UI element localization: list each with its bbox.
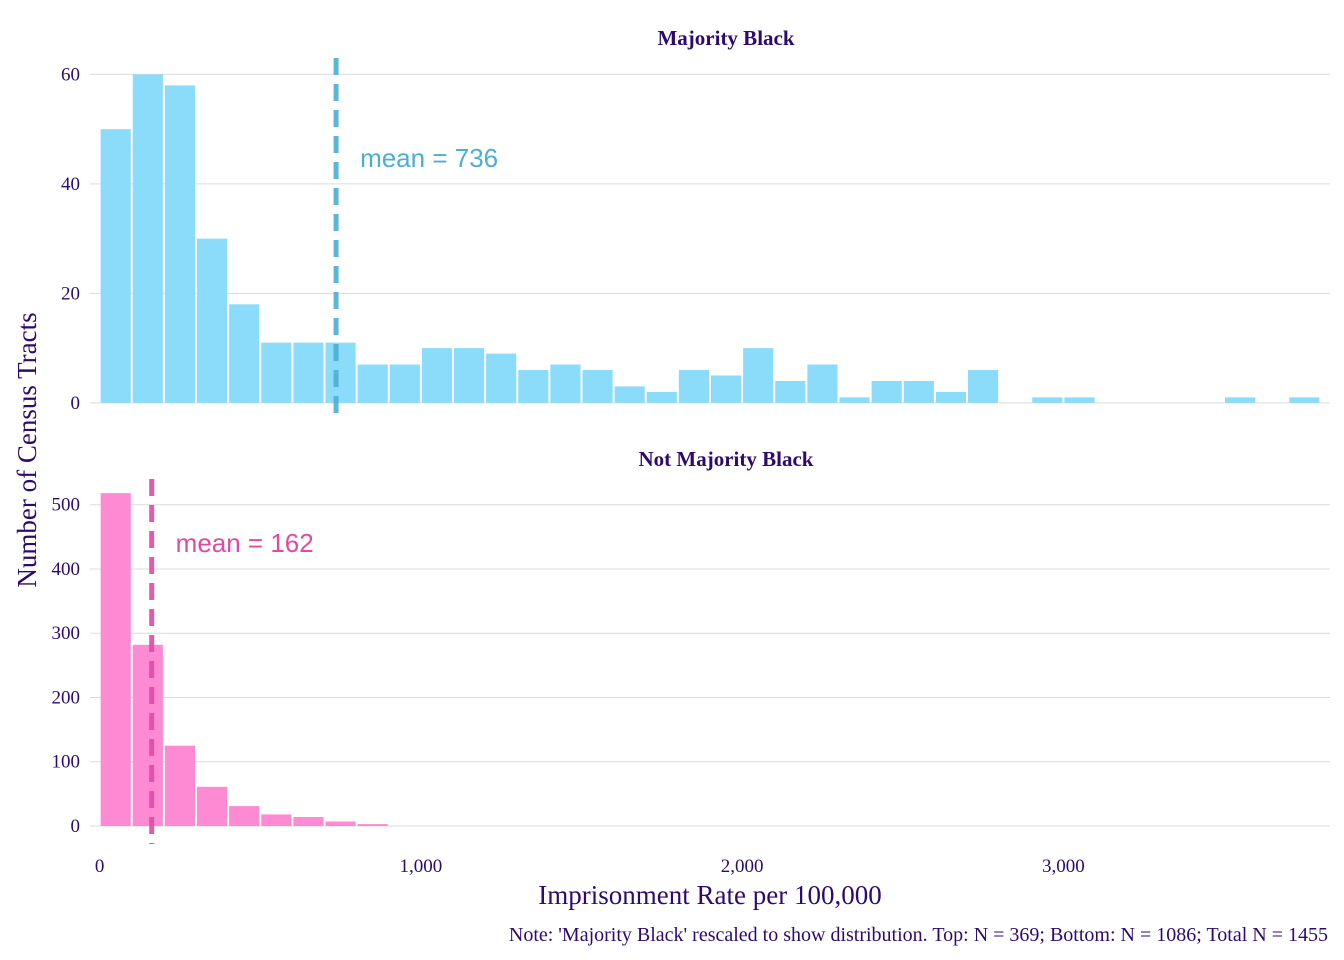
bar-majority-black-17 <box>646 391 677 403</box>
bar-not-majority-black-4 <box>229 806 260 827</box>
bar-majority-black-2 <box>164 85 196 403</box>
bar-not-majority-black-1 <box>132 644 163 827</box>
x-tick-label-0: 0 <box>95 856 105 877</box>
y-axis-title: Number of Census Tracts <box>12 312 42 587</box>
bar-majority-black-15 <box>582 370 613 403</box>
facet-title-not-majority-black: Not Majority Black <box>639 447 814 471</box>
bar-majority-black-21 <box>775 380 806 403</box>
y-tick-label-not-majority-black-300: 300 <box>52 623 81 644</box>
bar-majority-black-8 <box>357 364 388 403</box>
bar-majority-black-3 <box>197 238 228 403</box>
bar-majority-black-19 <box>711 375 742 403</box>
panel-majority-black: Majority Black 0 20 40 60 mean = 736 <box>61 26 1330 422</box>
x-tick-label-1000: 1,000 <box>400 856 443 877</box>
bar-majority-black-26 <box>935 391 966 403</box>
bar-majority-black-9 <box>389 364 420 403</box>
bar-not-majority-black-7 <box>325 821 356 827</box>
bar-majority-black-11 <box>454 348 485 403</box>
bar-majority-black-25 <box>903 380 934 403</box>
bar-majority-black-12 <box>486 353 517 403</box>
bar-majority-black-13 <box>518 370 549 403</box>
bar-majority-black-10 <box>421 348 453 403</box>
x-tick-label-3000: 3,000 <box>1042 856 1085 877</box>
bar-majority-black-4 <box>229 304 260 403</box>
bar-not-majority-black-6 <box>293 817 324 827</box>
bar-not-majority-black-0 <box>100 493 131 827</box>
bar-majority-black-24 <box>871 380 902 403</box>
mean-label-not-majority-black: mean = 162 <box>176 528 314 558</box>
bar-not-majority-black-8 <box>357 824 388 827</box>
y-tick-label-majority-black-40: 40 <box>61 174 80 195</box>
x-axis: 0 1,000 2,000 3,000 <box>95 856 1085 877</box>
bar-not-majority-black-3 <box>197 786 228 827</box>
bar-majority-black-7 <box>325 342 356 403</box>
bar-majority-black-27 <box>967 370 999 403</box>
bar-majority-black-1 <box>132 74 163 403</box>
bar-majority-black-16 <box>614 386 645 403</box>
bar-majority-black-30 <box>1064 397 1095 403</box>
y-tick-label-majority-black-60: 60 <box>61 64 80 85</box>
bar-majority-black-20 <box>743 348 774 403</box>
bar-majority-black-0 <box>100 129 131 403</box>
mean-label-majority-black: mean = 736 <box>360 143 498 173</box>
bar-majority-black-14 <box>550 364 581 403</box>
y-tick-label-not-majority-black-0: 0 <box>71 816 81 837</box>
bar-majority-black-5 <box>261 342 292 403</box>
panel-not-majority-black: Not Majority Black 0 100 200 300 400 500 mean … <box>52 447 1330 844</box>
y-tick-label-not-majority-black-500: 500 <box>52 495 81 516</box>
facet-title-majority-black: Majority Black <box>657 26 794 50</box>
bar-majority-black-35 <box>1224 397 1256 403</box>
bar-majority-black-18 <box>678 370 709 403</box>
x-tick-label-2000: 2,000 <box>721 856 764 877</box>
bar-not-majority-black-2 <box>164 745 196 827</box>
bar-majority-black-6 <box>293 342 324 403</box>
bar-majority-black-29 <box>1032 397 1063 403</box>
y-tick-label-not-majority-black-200: 200 <box>52 687 81 708</box>
caption-note: Note: 'Majority Black' rescaled to show … <box>509 924 1328 946</box>
x-axis-title: Imprisonment Rate per 100,000 <box>538 880 881 910</box>
bar-majority-black-22 <box>807 364 838 403</box>
bar-majority-black-23 <box>839 397 870 403</box>
bar-not-majority-black-5 <box>261 814 292 827</box>
y-tick-label-majority-black-0: 0 <box>71 393 81 414</box>
y-tick-label-majority-black-20: 20 <box>61 283 80 304</box>
y-tick-label-not-majority-black-400: 400 <box>52 559 81 580</box>
y-tick-label-not-majority-black-100: 100 <box>52 752 81 773</box>
bar-majority-black-37 <box>1289 397 1320 403</box>
